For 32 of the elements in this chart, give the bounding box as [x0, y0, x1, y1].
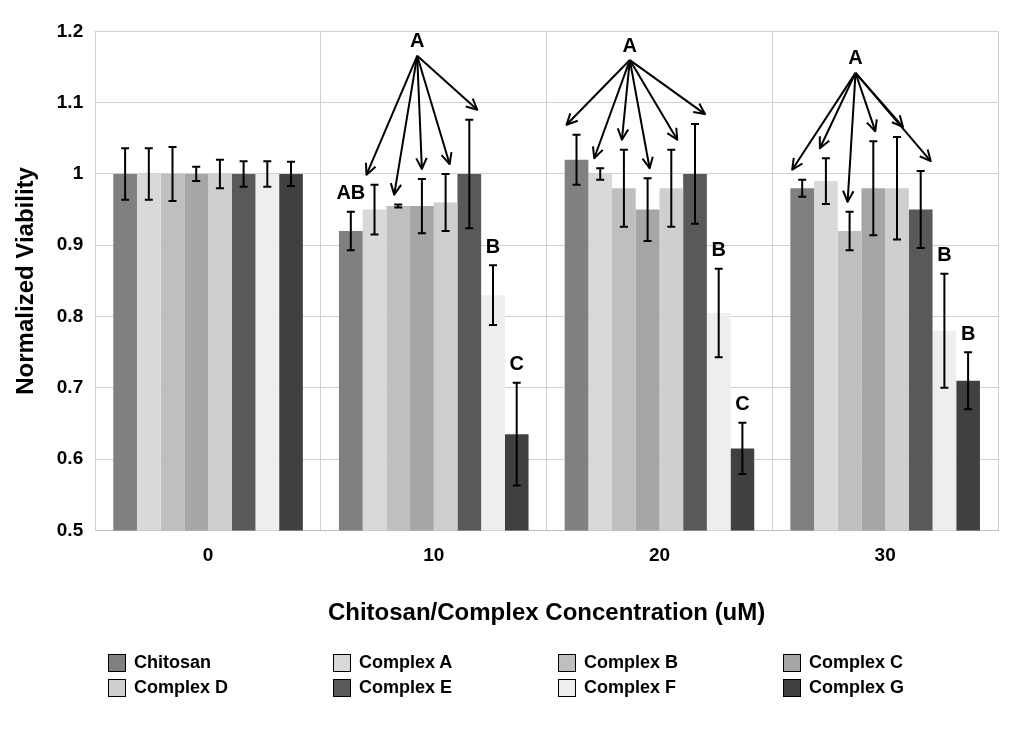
- x-tick-label: 20: [648, 544, 671, 566]
- annotation: A: [409, 29, 425, 52]
- annotation: A: [622, 33, 638, 56]
- y-axis-title: Normalized Viability: [11, 166, 39, 395]
- annotation: C: [735, 392, 750, 415]
- y-tick-label: 0.9: [56, 233, 84, 255]
- y-tick-label: 0.7: [56, 376, 84, 398]
- y-tick-label: 1.1: [56, 90, 84, 112]
- x-axis-title: Chitosan/Complex Concentration (uM): [327, 598, 766, 626]
- y-tick-label: 1.2: [56, 19, 84, 41]
- annotation: AB: [336, 181, 366, 204]
- legend-label: Complex B: [584, 652, 679, 673]
- x-tick-label: 10: [423, 544, 445, 566]
- annotation: B: [485, 234, 501, 257]
- annotation: B: [711, 238, 726, 261]
- annotation: C: [509, 352, 524, 375]
- legend-label: Complex E: [359, 677, 453, 698]
- x-tick-label: 0: [202, 544, 214, 566]
- legend-label: Complex C: [809, 652, 904, 673]
- y-tick-label: 1: [72, 162, 84, 184]
- legend-label: Chitosan: [134, 652, 212, 673]
- x-tick-label: 30: [874, 544, 896, 566]
- y-tick-label: 0.6: [56, 447, 84, 469]
- annotation: B: [937, 243, 952, 266]
- legend-label: Complex F: [584, 677, 677, 698]
- y-tick-label: 0.5: [56, 518, 84, 540]
- y-tick-label: 0.8: [56, 304, 84, 326]
- annotation: A: [848, 46, 863, 69]
- annotation: B: [960, 321, 976, 344]
- legend-label: Complex D: [134, 677, 229, 698]
- legend-label: Complex A: [359, 652, 453, 673]
- legend-label: Complex G: [809, 677, 905, 698]
